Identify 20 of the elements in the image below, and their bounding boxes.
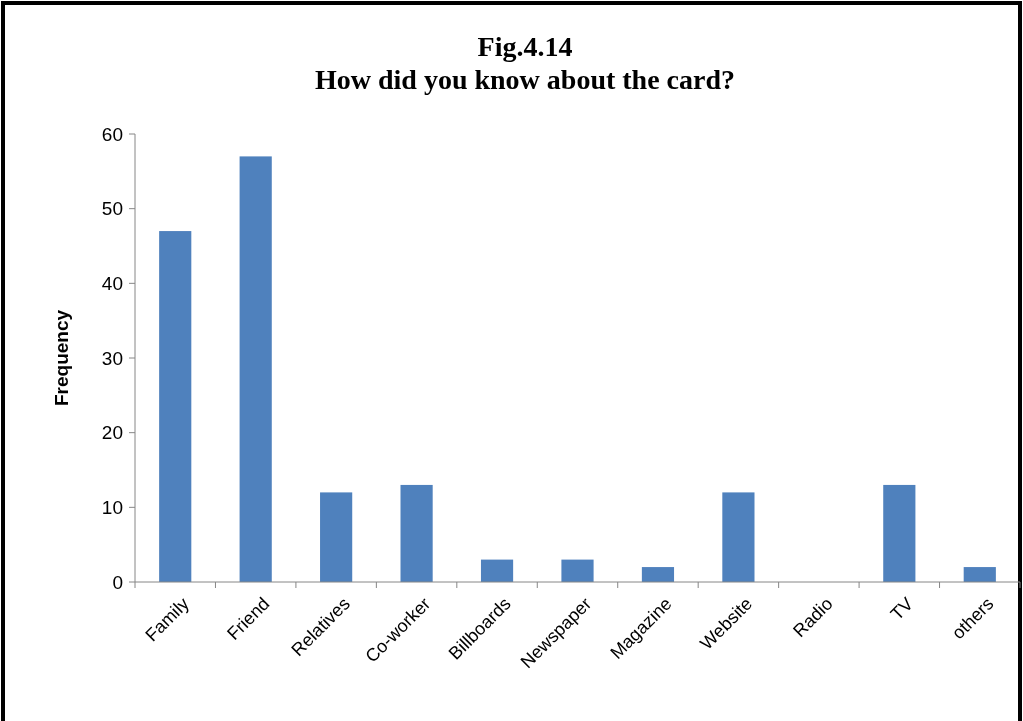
bar <box>320 492 353 582</box>
bar <box>159 231 192 582</box>
y-tick-label: 0 <box>112 571 123 593</box>
bar <box>883 484 916 582</box>
chart-title: Fig.4.14 How did you know about the card? <box>314 31 736 95</box>
bar <box>641 567 675 582</box>
bar <box>400 484 433 582</box>
y-tick-label: 60 <box>101 123 123 145</box>
bar <box>480 559 514 582</box>
y-tick-label: 40 <box>101 272 123 294</box>
bar <box>239 156 272 582</box>
bar <box>963 567 996 582</box>
y-tick-label: 20 <box>101 422 123 444</box>
y-tick-label: 10 <box>101 496 123 518</box>
x-tick-label: TV <box>886 593 918 625</box>
y-tick-label: 30 <box>101 347 123 369</box>
bar <box>722 492 755 582</box>
y-axis-title: Frequency <box>51 309 72 407</box>
y-tick-label: 50 <box>101 198 123 220</box>
bar <box>561 559 594 582</box>
